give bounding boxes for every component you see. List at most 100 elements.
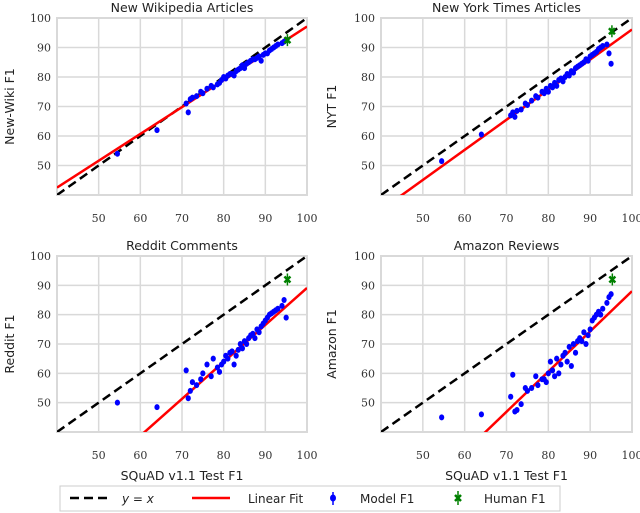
model-point [545,88,551,95]
model-point [281,297,287,303]
identity-line [381,18,632,195]
plot-frame [380,255,633,433]
x-tick-label: 90 [583,212,597,225]
model-point [241,65,248,72]
y-tick-label: 90 [361,42,375,55]
y-tick-label: 50 [37,160,51,173]
y-axis-label: Reddit F1 [2,314,17,373]
y-tick-label: 90 [361,279,375,292]
x-axis-label: SQuAD v1.1 Test F1 [121,468,244,483]
plot-frame [56,17,308,196]
legend-human-label: Human F1 [484,492,546,506]
model-point [229,348,235,355]
model-point [585,57,591,64]
subplot-3: 50 60 70 80 90 100 50 60 70 80 90 100 Reddit Comment… [2,238,318,483]
model-point [604,299,610,306]
model-point [529,97,535,104]
plot-marks [57,256,307,432]
model-point [210,84,216,91]
model-point [193,93,200,100]
model-point [225,355,231,362]
model-point [541,90,547,97]
model-point [208,373,214,380]
model-point [478,411,484,418]
model-point [154,404,160,411]
plot-frame [56,255,308,433]
model-point [552,373,558,380]
model-point [579,338,585,345]
model-point [562,349,568,356]
x-tick-label: 70 [175,212,189,225]
y-tick-label: 90 [37,42,51,55]
model-point [200,370,206,377]
model-point [221,358,227,365]
y-axis-label: New-Wiki F1 [2,68,17,145]
model-point [560,78,566,85]
model-point [512,113,518,120]
model-point [570,69,577,76]
x-tick-label: 70 [500,449,514,462]
subplot-title: Amazon Reviews [454,238,560,253]
identity-line [57,256,307,432]
model-point [250,330,256,337]
model-point [587,326,593,333]
model-point [239,345,246,352]
y-tick-label: 80 [37,71,51,84]
model-point [566,343,572,350]
subplot-2: 50 60 70 80 90 100 50 60 70 80 90 100 New York Times… [324,0,640,225]
model-point [518,401,524,408]
identity-line [57,18,307,195]
x-tick-label: 90 [258,449,272,462]
model-point [252,335,258,342]
y-tick-label: 60 [361,367,375,380]
x-tick-label: 50 [416,449,430,462]
x-tick-label: 50 [416,212,430,225]
x-tick-label: 90 [583,449,597,462]
x-tick-label: 70 [175,449,189,462]
legend-identity-label: y = x [121,492,155,506]
model-point [214,364,221,371]
model-point [608,291,614,298]
model-point [275,41,281,48]
x-tick-label: 100 [297,449,318,462]
y-tick-label: 50 [361,160,375,173]
x-tick-label: 50 [92,212,106,225]
y-tick-label: 60 [37,130,51,143]
y-tick-label: 80 [361,71,375,84]
x-tick-label: 90 [258,212,272,225]
model-point [554,355,560,362]
x-tick-label: 60 [458,212,472,225]
model-point [243,341,250,347]
y-tick-label: 50 [37,397,51,410]
model-point [558,361,564,368]
model-point [535,94,541,101]
y-tick-label: 70 [37,101,51,114]
model-point [114,150,121,157]
x-tick-label: 70 [500,212,514,225]
model-point [549,84,556,91]
plot-marks [381,256,632,432]
model-point [510,109,516,116]
y-tick-label: 100 [30,250,51,263]
y-axis-label: NYT F1 [324,85,339,129]
model-point [154,127,160,134]
model-point [535,382,541,389]
x-tick-label: 60 [133,212,147,225]
model-point [572,349,579,356]
model-point [598,311,604,318]
y-tick-label: 70 [361,101,375,114]
y-tick-label: 90 [37,279,51,292]
model-point [514,407,520,413]
model-point [200,90,206,97]
x-tick-label: 50 [92,449,106,462]
subplot-title: New Wikipedia Articles [111,0,254,15]
human-point [608,27,616,36]
legend-model-label: Model F1 [360,492,414,506]
x-tick-label: 100 [622,449,640,462]
model-point [545,370,551,377]
model-point [478,131,484,138]
model-point [187,387,193,394]
model-point [279,302,285,309]
model-point [524,387,531,394]
legend-human-swatch [454,494,462,502]
